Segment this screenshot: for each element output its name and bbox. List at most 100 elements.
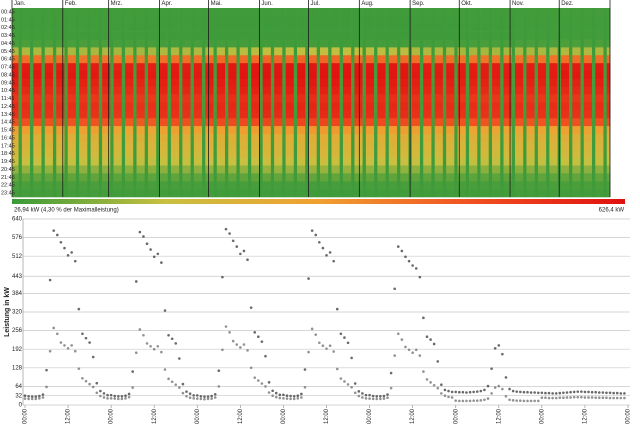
heat-cell — [606, 23, 611, 32]
data-point — [156, 344, 160, 348]
data-point — [379, 397, 382, 401]
heat-cell — [397, 39, 401, 48]
heat-cell — [316, 134, 321, 143]
heat-cell — [190, 102, 195, 111]
heat-cell — [30, 149, 34, 158]
heat-cell — [144, 134, 149, 143]
heat-cell — [469, 55, 478, 64]
heat-cell — [431, 165, 435, 174]
heat-cell — [446, 15, 455, 25]
heat-cell — [591, 149, 596, 158]
data-point — [38, 397, 41, 400]
data-point — [490, 392, 493, 395]
heat-cell — [270, 78, 275, 88]
heat-cell — [182, 126, 191, 135]
heat-cell — [282, 71, 286, 80]
heat-cell — [469, 102, 478, 111]
heat-cell — [190, 157, 195, 166]
heat-cell — [583, 23, 593, 32]
heat-cell — [546, 94, 550, 103]
heat-cell — [362, 86, 367, 95]
heat-cell — [559, 110, 562, 119]
heat-cell — [98, 86, 103, 95]
heat-cell — [410, 8, 413, 17]
heat-cell — [410, 31, 413, 40]
heat-cell — [33, 15, 42, 25]
heat-cell — [431, 149, 435, 158]
data-point — [436, 386, 440, 390]
heat-cell — [251, 15, 260, 25]
heat-cell — [202, 102, 206, 111]
y-tick-label: 16:45 — [1, 135, 15, 141]
heat-cell — [147, 47, 157, 56]
heat-cell — [560, 102, 570, 111]
heat-cell — [208, 126, 214, 135]
heat-cell — [167, 149, 172, 158]
heat-cell — [205, 149, 209, 158]
data-point — [88, 341, 91, 344]
heat-cell — [224, 78, 229, 88]
heat-cell — [133, 181, 137, 190]
heat-cell — [583, 55, 593, 64]
heat-cell — [465, 110, 470, 119]
data-point — [353, 391, 357, 395]
heat-cell — [125, 8, 134, 17]
heat-cell — [12, 165, 19, 174]
heat-cell — [305, 118, 309, 127]
data-point — [231, 239, 235, 243]
heat-cell — [320, 181, 329, 190]
data-point — [296, 394, 300, 398]
heat-cell — [431, 110, 435, 119]
data-point — [357, 390, 361, 393]
heat-cell — [293, 181, 298, 190]
heat-cell — [56, 39, 64, 48]
heat-cell — [488, 189, 493, 198]
heat-cell — [546, 71, 550, 80]
heat-cell — [446, 23, 455, 32]
heat-cell — [342, 173, 352, 182]
heat-cell — [125, 173, 134, 182]
data-point — [38, 394, 41, 398]
heat-cell — [442, 23, 447, 32]
y-tick-label: 18:45 — [1, 151, 15, 157]
heat-cell — [274, 110, 283, 119]
data-point — [522, 390, 526, 394]
heat-cell — [12, 71, 19, 80]
heat-cell — [247, 102, 252, 111]
heat-cell — [182, 157, 191, 166]
heat-cell — [102, 118, 109, 127]
heat-cell — [400, 118, 409, 127]
heat-cell — [339, 71, 344, 80]
heat-cell — [488, 134, 493, 143]
heat-cell — [408, 86, 411, 95]
heat-cell — [559, 39, 562, 48]
heat-cell — [454, 118, 458, 127]
data-point — [544, 391, 547, 395]
heat-cell — [98, 134, 103, 143]
data-point — [447, 395, 450, 399]
heat-cell — [21, 78, 31, 88]
data-point — [185, 394, 188, 398]
heat-cell — [21, 165, 31, 174]
heat-cell — [144, 23, 149, 32]
heat-cell — [79, 71, 88, 80]
heat-cell — [549, 102, 558, 111]
heat-cell — [526, 8, 535, 17]
heat-cell — [208, 141, 214, 151]
heat-cell — [477, 141, 481, 151]
heat-cell — [305, 63, 309, 72]
data-point — [454, 390, 458, 394]
heat-cell — [147, 149, 157, 158]
heat-cell — [534, 23, 539, 32]
heat-cell — [492, 86, 501, 95]
data-point — [48, 278, 52, 282]
heat-cell — [374, 55, 378, 64]
heat-cell — [320, 102, 329, 111]
heat-cell — [147, 86, 157, 95]
heat-cell — [480, 39, 490, 48]
heat-cell — [87, 189, 91, 198]
y-tick-label: 384 — [12, 291, 23, 297]
heat-cell — [503, 126, 511, 135]
heat-cell — [67, 15, 77, 25]
heat-cell — [572, 118, 581, 127]
